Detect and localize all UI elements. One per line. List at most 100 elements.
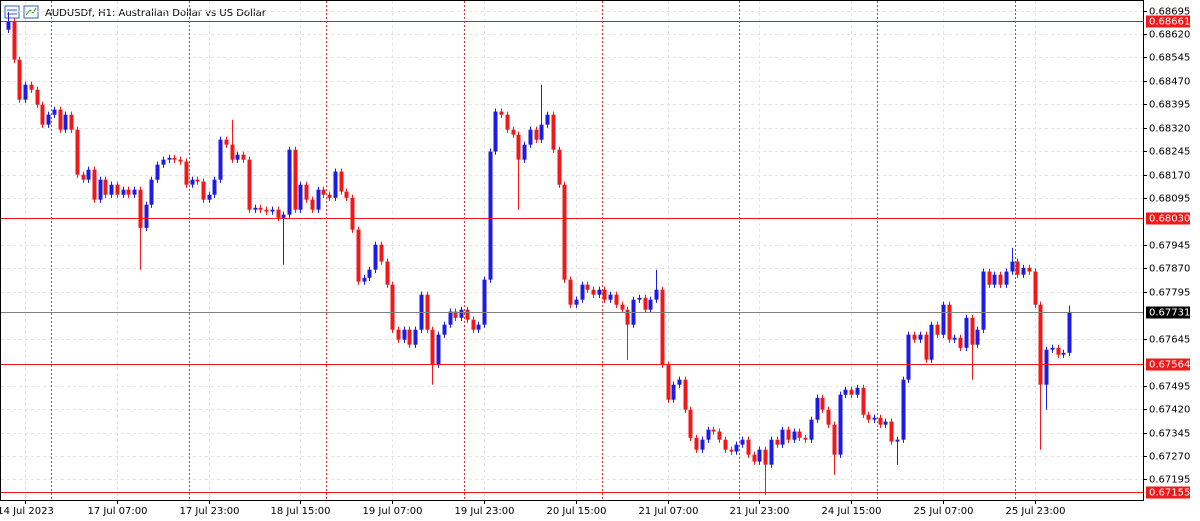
- candle-body: [820, 397, 825, 410]
- candle-body: [528, 129, 533, 145]
- price-level-label: 0.68661: [1149, 17, 1190, 28]
- candle-body: [677, 379, 682, 385]
- plot-frame: [0, 0, 1144, 501]
- candle-body: [752, 454, 757, 462]
- candle-body: [103, 179, 108, 195]
- candle-body: [29, 84, 34, 90]
- y-tick-label: 0.68470: [1149, 77, 1190, 88]
- candle-body: [843, 389, 848, 395]
- candle-body: [809, 419, 814, 440]
- candle-body: [92, 169, 97, 200]
- candle-body: [883, 421, 888, 425]
- candle-body: [144, 204, 149, 228]
- candle-body: [849, 389, 854, 395]
- candle-body: [126, 189, 131, 195]
- candle-body: [459, 309, 464, 318]
- candle-body: [557, 149, 562, 185]
- candle-body: [912, 334, 917, 340]
- candle-body: [711, 429, 716, 432]
- x-tick-label: 14 Jul 2023: [0, 506, 54, 517]
- candle-body: [35, 89, 40, 105]
- candle-body: [872, 417, 877, 420]
- candle-body: [258, 207, 263, 210]
- candle-body: [729, 449, 734, 452]
- candle-body: [706, 429, 711, 440]
- candle-body: [316, 189, 321, 210]
- candle-body: [132, 189, 137, 195]
- candle-body: [304, 184, 309, 200]
- candle-body: [298, 184, 303, 210]
- price-level-label: 0.67564: [1149, 360, 1190, 371]
- candle-body: [1010, 261, 1015, 272]
- x-tick-label: 25 Jul 23:00: [1006, 506, 1066, 517]
- candle-body: [935, 324, 940, 335]
- candle-body: [855, 387, 860, 395]
- x-tick-label: 24 Jul 15:00: [822, 506, 882, 517]
- candle-body: [643, 297, 648, 310]
- candle-body: [987, 271, 992, 285]
- candle-body: [63, 114, 68, 130]
- candle-body: [471, 319, 476, 330]
- candle-body: [866, 414, 871, 420]
- candle-body: [155, 164, 160, 180]
- candle-body: [1061, 352, 1066, 355]
- candle-body: [58, 109, 63, 130]
- candle-body: [511, 129, 516, 135]
- candle-body: [924, 334, 929, 360]
- candle-body: [442, 324, 447, 335]
- price-level-label-bg: [1146, 486, 1190, 499]
- candle-body: [516, 134, 521, 160]
- candle-body: [648, 299, 653, 310]
- candle-body: [740, 439, 745, 445]
- candle-body: [23, 84, 28, 100]
- candle-body: [350, 197, 355, 230]
- candle-body: [688, 409, 693, 438]
- candle-body: [952, 337, 957, 340]
- y-tick-label: 0.67870: [1149, 264, 1190, 275]
- candle-body: [230, 144, 235, 160]
- candle-body: [964, 317, 969, 348]
- candle-body: [797, 431, 802, 438]
- candle-body: [201, 181, 206, 200]
- price-level-label-bg: [1146, 306, 1190, 319]
- x-tick-label: 21 Jul 23:00: [730, 506, 790, 517]
- candle-body: [562, 184, 567, 280]
- candle-body: [746, 439, 751, 455]
- x-tick-label: 18 Jul 15:00: [271, 506, 331, 517]
- x-tick-label: 20 Jul 15:00: [547, 506, 607, 517]
- candle-body: [1056, 347, 1061, 355]
- candle-body: [379, 244, 384, 262]
- candle-body: [407, 329, 412, 345]
- candle-body: [212, 179, 217, 195]
- candle-body: [625, 309, 630, 325]
- candle-body: [597, 289, 602, 295]
- candle-body: [235, 154, 240, 160]
- y-tick-label: 0.67420: [1149, 405, 1190, 416]
- y-tick-label: 0.67495: [1149, 382, 1190, 393]
- candle-body: [574, 299, 579, 305]
- candle-body: [69, 114, 74, 130]
- y-tick-label: 0.68245: [1149, 147, 1190, 158]
- candle-body: [172, 157, 177, 160]
- candle-body: [293, 149, 298, 210]
- candle-body: [1033, 271, 1038, 305]
- price-level-label: 0.68030: [1149, 214, 1190, 225]
- candle-body: [780, 429, 785, 445]
- candle-body: [184, 161, 189, 185]
- candle-body: [52, 109, 57, 115]
- candle-body: [889, 421, 894, 442]
- candle-body: [327, 194, 332, 198]
- candle-body: [46, 114, 51, 125]
- x-tick-label: 17 Jul 07:00: [88, 506, 148, 517]
- y-tick-label: 0.68545: [1149, 53, 1190, 64]
- candle-body: [493, 111, 498, 152]
- candle-body: [270, 209, 275, 212]
- candle-body: [367, 269, 372, 278]
- y-tick-label: 0.67270: [1149, 452, 1190, 463]
- candle-body: [190, 179, 195, 185]
- candle-body: [1044, 349, 1049, 385]
- candle-body: [436, 334, 441, 365]
- price-level-label: 0.67731: [1149, 308, 1190, 319]
- candle-body: [264, 209, 269, 212]
- y-tick-label: 0.67945: [1149, 241, 1190, 252]
